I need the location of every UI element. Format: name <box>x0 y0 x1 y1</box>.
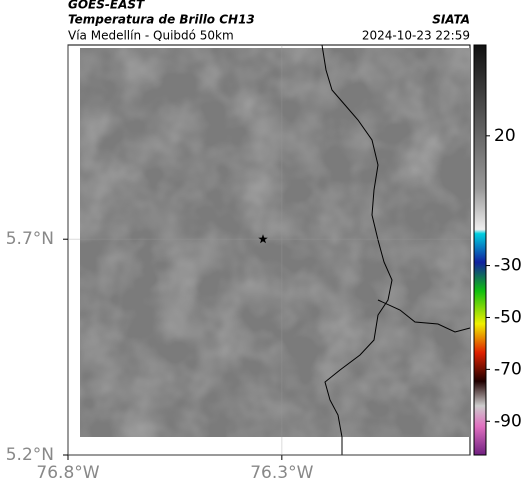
colorbar <box>473 44 487 456</box>
colorbar-label: -90 <box>494 411 522 431</box>
cloud-texture <box>80 48 470 437</box>
product: Temperatura de Brillo CH13 <box>68 13 255 27</box>
agency: SIATA <box>432 13 470 27</box>
boundary <box>377 299 471 333</box>
x-tick-label: 76.8°W <box>36 463 99 483</box>
route: Vía Medellín - Quibdó 50km <box>68 29 234 43</box>
boundary <box>321 44 393 455</box>
y-tick-label: 5.2°N <box>6 445 54 465</box>
location-marker <box>258 234 268 244</box>
colorbar-label: -30 <box>494 256 522 276</box>
colorbar-label: 20 <box>494 126 516 146</box>
colorbar-label: -50 <box>494 307 522 327</box>
y-tick-label: 5.7°N <box>6 229 54 249</box>
timestamp: 2024-10-23 22:59 <box>362 29 470 43</box>
colorbar-label: -70 <box>494 359 522 379</box>
source: GOES-EAST <box>68 0 145 12</box>
x-tick-label: 76.3°W <box>250 463 313 483</box>
